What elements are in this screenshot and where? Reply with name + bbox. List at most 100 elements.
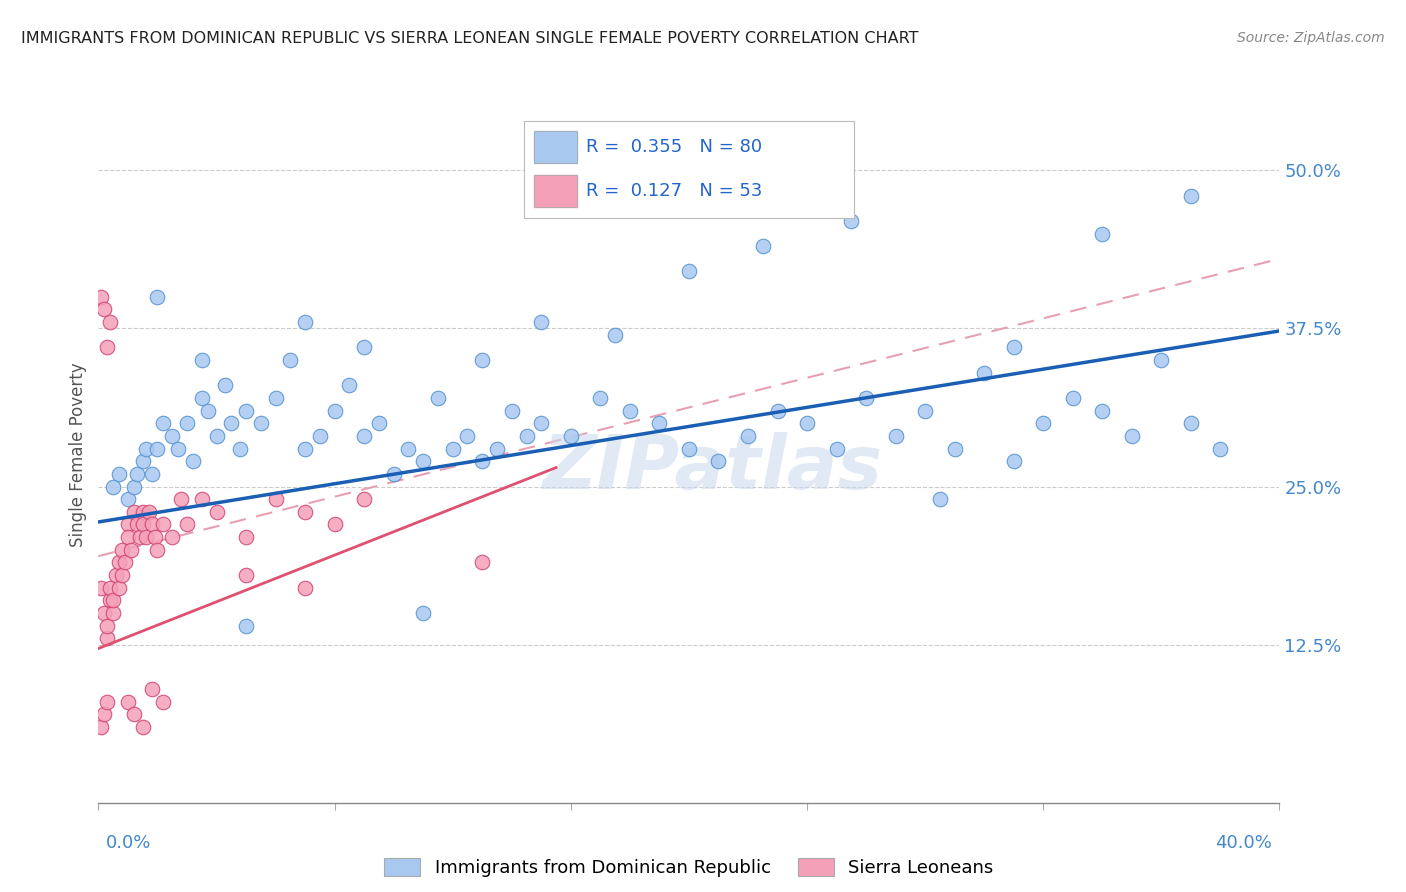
Point — [929, 492, 952, 507]
Point — [1091, 227, 1114, 241]
Point — [181, 454, 204, 468]
Point — [93, 606, 115, 620]
Point — [353, 429, 375, 443]
Point — [368, 417, 391, 431]
Point — [93, 302, 115, 317]
Point — [294, 505, 316, 519]
Point — [516, 429, 538, 443]
Point — [752, 239, 775, 253]
Point — [90, 581, 112, 595]
Point — [103, 606, 125, 620]
Point — [108, 467, 131, 481]
Point — [152, 517, 174, 532]
Point — [560, 429, 582, 443]
Point — [214, 378, 236, 392]
Point — [205, 505, 228, 519]
Point — [280, 353, 302, 368]
Point — [1002, 340, 1025, 354]
Point — [132, 505, 155, 519]
Point — [146, 542, 169, 557]
Point — [117, 517, 139, 532]
Point — [93, 707, 115, 722]
Point — [353, 492, 375, 507]
Point — [108, 581, 131, 595]
Point — [1180, 417, 1202, 431]
Point — [323, 517, 346, 532]
Point — [1121, 429, 1143, 443]
Point — [98, 581, 121, 595]
Point — [737, 429, 759, 443]
Point — [96, 340, 118, 354]
Point — [90, 290, 112, 304]
Point — [152, 695, 174, 709]
Point — [125, 467, 148, 481]
Point — [884, 429, 907, 443]
Point — [339, 378, 361, 392]
Point — [486, 442, 509, 456]
Point — [111, 542, 134, 557]
Point — [235, 530, 257, 544]
Point — [132, 720, 155, 734]
Point — [796, 417, 818, 431]
Text: IMMIGRANTS FROM DOMINICAN REPUBLIC VS SIERRA LEONEAN SINGLE FEMALE POVERTY CORRE: IMMIGRANTS FROM DOMINICAN REPUBLIC VS SI… — [21, 31, 918, 46]
Point — [90, 720, 112, 734]
Point — [914, 403, 936, 417]
Y-axis label: Single Female Poverty: Single Female Poverty — [69, 363, 87, 547]
Point — [427, 391, 450, 405]
Point — [235, 403, 257, 417]
Point — [605, 327, 627, 342]
Point — [471, 454, 494, 468]
Point — [589, 391, 612, 405]
Point — [707, 454, 730, 468]
Point — [766, 403, 789, 417]
Point — [294, 315, 316, 329]
Point — [117, 492, 139, 507]
Point — [96, 632, 118, 646]
Point — [1002, 454, 1025, 468]
Point — [205, 429, 228, 443]
Point — [122, 479, 145, 493]
Point — [250, 417, 273, 431]
Point — [98, 593, 121, 607]
Point — [441, 442, 464, 456]
Point — [1180, 188, 1202, 202]
Point — [132, 517, 155, 532]
Point — [103, 479, 125, 493]
Point — [471, 556, 494, 570]
Point — [309, 429, 332, 443]
Point — [125, 517, 148, 532]
Point — [191, 391, 214, 405]
Point — [143, 530, 166, 544]
Point — [221, 417, 243, 431]
Point — [294, 442, 316, 456]
Point — [146, 290, 169, 304]
Point — [98, 315, 121, 329]
Point — [170, 492, 193, 507]
Point — [138, 505, 160, 519]
Point — [141, 467, 163, 481]
Point — [943, 442, 966, 456]
Point — [471, 353, 494, 368]
Point — [122, 505, 145, 519]
Point — [841, 214, 863, 228]
Point — [120, 542, 142, 557]
Point — [122, 707, 145, 722]
Point — [648, 417, 671, 431]
Point — [398, 442, 420, 456]
Point — [619, 403, 641, 417]
Point — [132, 454, 155, 468]
Point — [530, 315, 553, 329]
Point — [1150, 353, 1173, 368]
Point — [235, 618, 257, 632]
Point — [135, 442, 157, 456]
Point — [264, 391, 287, 405]
Point — [111, 568, 134, 582]
Point — [103, 593, 125, 607]
Point — [114, 556, 136, 570]
Point — [117, 530, 139, 544]
Point — [678, 264, 700, 278]
Point — [191, 353, 214, 368]
Legend: Immigrants from Dominican Republic, Sierra Leoneans: Immigrants from Dominican Republic, Sier… — [377, 850, 1001, 884]
Point — [457, 429, 479, 443]
Point — [96, 695, 118, 709]
